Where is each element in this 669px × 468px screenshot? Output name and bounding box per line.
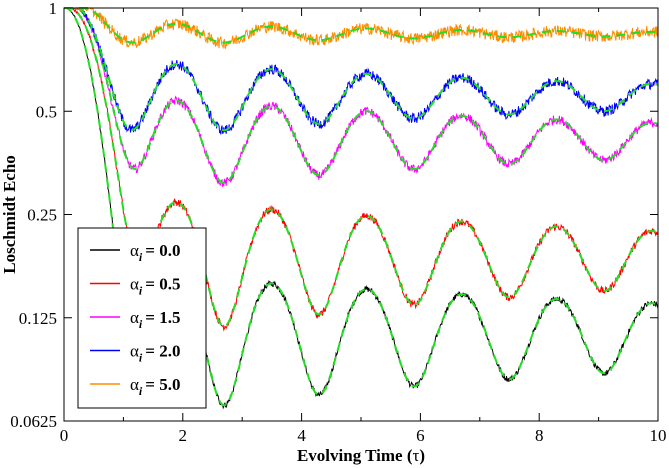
y-tick-label: 0.5 — [36, 102, 57, 121]
fit-line-1 — [64, 7, 659, 328]
x-axis-title: Evolving Time (τ) — [297, 446, 425, 465]
x-tick-label: 2 — [179, 426, 188, 445]
legend-label: αi = 0.0 — [130, 241, 180, 264]
fit-line-0 — [64, 7, 659, 407]
x-tick-label: 4 — [297, 426, 306, 445]
axes-group: 0 2 4 6 8 10 0.0625 0.125 0.25 0.5 1 — [10, 0, 666, 445]
series-line-4 — [63, 6, 659, 50]
legend-label: αi = 5.0 — [130, 375, 180, 398]
x-tick-label: 8 — [535, 426, 544, 445]
x-tick-label: 10 — [650, 426, 667, 445]
legend-box — [77, 227, 207, 409]
fit-line-2 — [64, 7, 659, 184]
legend-label: αi = 1.5 — [130, 308, 180, 331]
series-group — [63, 6, 659, 410]
y-tick-label: 0.125 — [19, 309, 57, 328]
y-tick-label: 0.25 — [27, 206, 57, 225]
series-line-3 — [64, 7, 659, 135]
fit-line-4 — [64, 7, 659, 44]
legend-label: αi = 0.5 — [130, 275, 180, 298]
x-tick-label: 0 — [60, 426, 69, 445]
legend-items: αi = 0.0 αi = 0.5 αi = 1.5 αi = 2.0 αi = 5.0 — [90, 241, 180, 398]
y-axis-title: Loschmidt Echo — [0, 155, 19, 274]
fit-line-3 — [64, 7, 659, 132]
legend-label: αi = 2.0 — [130, 342, 180, 365]
legend: αi = 0.0 αi = 0.5 αi = 1.5 αi = 2.0 αi = 5.0 — [77, 227, 207, 409]
y-tick-label: 1 — [49, 0, 58, 18]
y-tick-label: 0.0625 — [10, 412, 57, 431]
x-tick-label: 6 — [416, 426, 425, 445]
